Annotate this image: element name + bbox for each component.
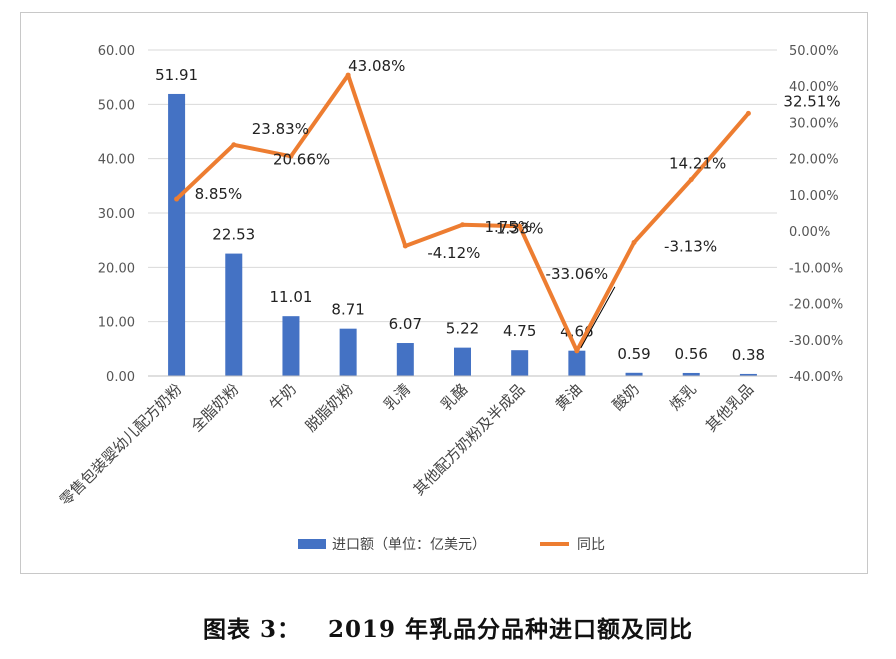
bar-data-label: 4.75	[503, 322, 536, 340]
bar-data-label: 8.71	[331, 301, 364, 319]
category-label: 黄油	[552, 380, 586, 414]
yoy-data-label: 23.83%	[252, 120, 309, 138]
left-axis-tick-label: 30.00	[98, 207, 135, 222]
right-axis-tick-label: 30.00%	[789, 116, 839, 131]
left-axis-tick-label: 50.00	[98, 98, 135, 113]
yoy-point	[402, 243, 408, 249]
legend-label-line: 同比	[577, 537, 605, 553]
right-axis-tick-label: -20.00%	[789, 298, 843, 313]
bar	[339, 328, 357, 376]
yoy-point	[745, 110, 751, 116]
bar-data-label: 6.07	[389, 315, 422, 333]
yoy-point	[517, 223, 523, 229]
bar	[454, 347, 471, 376]
left-axis-tick-label: 60.00	[98, 44, 135, 59]
chart-frame: 0.00 10.00 20.00 30.00 40.00 50.00 60.00 -40.00…	[20, 12, 868, 574]
category-label: 乳酪	[437, 380, 471, 414]
yoy-data-label: 1.75%	[485, 218, 533, 236]
bar	[739, 373, 757, 376]
bar	[396, 343, 414, 376]
chart: 0.00 10.00 20.00 30.00 40.00 50.00 60.00 -40.00…	[56, 44, 843, 553]
yoy-data-label: 1.33%	[496, 219, 544, 237]
bar-data-label: 0.38	[732, 346, 765, 364]
bar-data-label: 22.53	[212, 226, 255, 244]
bar-data-label: 0.56	[675, 345, 708, 363]
category-label: 全脂奶粉	[187, 380, 242, 435]
yoy-data-label: 20.66%	[273, 150, 330, 168]
left-axis-tick-label: 10.00	[98, 316, 135, 331]
bar-data-label: 5.22	[446, 320, 479, 338]
yoy-data-label: -4.12%	[427, 244, 480, 262]
yoy-data-label: -33.06%	[546, 265, 609, 283]
category-label: 酸奶	[609, 380, 643, 414]
yoy-data-label: 14.21%	[669, 155, 726, 173]
bar-data-label: 0.59	[617, 345, 650, 363]
bar	[225, 253, 243, 376]
yoy-data-label: -3.13%	[664, 237, 717, 255]
yoy-point	[688, 177, 694, 183]
left-axis-tick-label: 40.00	[98, 153, 135, 168]
yoy-data-label: 43.08%	[348, 57, 405, 75]
right-axis-tick-label: -30.00%	[789, 334, 843, 349]
leader-line	[580, 286, 616, 349]
left-axis-tick-label: 20.00	[98, 261, 135, 276]
bar-data-label: 51.91	[155, 66, 198, 84]
legend-label-bar: 进口额（单位：亿美元）	[332, 537, 486, 553]
bar-data-label: 11.01	[269, 288, 312, 306]
bar	[282, 316, 300, 376]
right-axis-tick-label: 40.00%	[789, 80, 839, 95]
right-axis-tick-label: -40.00%	[789, 370, 843, 385]
legend-swatch-bar	[298, 539, 326, 549]
yoy-point	[631, 239, 637, 245]
yoy-point	[231, 142, 237, 148]
right-axis-tick-label: 10.00%	[789, 189, 839, 204]
category-label: 零售包装婴幼儿配方奶粉	[56, 380, 185, 509]
bar	[625, 372, 643, 376]
yoy-point	[460, 222, 465, 228]
yoy-data-label: 8.85%	[195, 185, 243, 203]
right-axis-tick-label: -10.00%	[789, 261, 843, 276]
category-label: 脱脂奶粉	[302, 380, 357, 435]
figure-caption: 图表 3： 2019 年乳品分品种进口额及同比	[202, 616, 694, 643]
yoy-point	[174, 196, 180, 202]
yoy-point	[574, 348, 580, 354]
right-axis-tick-label: 50.00%	[789, 44, 839, 59]
category-label: 其他配方奶粉及半成品	[410, 380, 529, 499]
bar	[511, 350, 529, 376]
right-axis-tick-label: 0.00%	[789, 225, 830, 240]
bar	[568, 350, 586, 376]
category-label: 乳清	[380, 380, 414, 414]
left-axis-tick-label: 0.00	[106, 370, 135, 385]
category-label: 其他乳品	[702, 380, 757, 435]
category-label: 炼乳	[666, 380, 700, 414]
yoy-point	[288, 153, 294, 159]
bar	[168, 93, 186, 377]
yoy-point	[345, 72, 351, 78]
yoy-data-label: 32.51%	[783, 92, 840, 110]
right-axis-tick-label: 20.00%	[789, 153, 839, 168]
bar	[682, 372, 700, 376]
category-label: 牛奶	[266, 380, 300, 414]
